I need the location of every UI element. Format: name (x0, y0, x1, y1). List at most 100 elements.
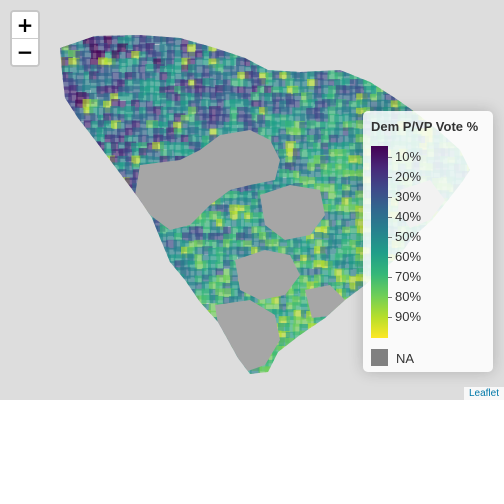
precinct-cell[interactable] (412, 100, 424, 110)
precinct-cell[interactable] (467, 86, 477, 97)
precinct-cell[interactable] (223, 288, 235, 298)
precinct-cell[interactable] (61, 240, 73, 249)
precinct-cell[interactable] (188, 134, 200, 147)
precinct-cell[interactable] (355, 190, 367, 201)
precinct-cell[interactable] (174, 338, 186, 347)
precinct-cell[interactable] (216, 239, 227, 252)
precinct-cell[interactable] (306, 85, 319, 95)
precinct-cell[interactable] (61, 86, 71, 97)
precinct-cell[interactable] (467, 99, 478, 112)
precinct-cell[interactable] (159, 135, 171, 146)
precinct-cell[interactable] (349, 240, 360, 250)
precinct-cell[interactable] (314, 113, 325, 123)
precinct-cell[interactable] (271, 239, 281, 251)
precinct-cell[interactable] (460, 51, 473, 62)
precinct-cell[interactable] (306, 345, 316, 354)
precinct-cell[interactable] (335, 288, 347, 300)
precinct-cell[interactable] (335, 372, 347, 382)
precinct-cell[interactable] (90, 219, 101, 228)
precinct-cell[interactable] (397, 100, 407, 109)
precinct-cell[interactable] (327, 170, 338, 181)
precinct-cell[interactable] (61, 345, 72, 355)
precinct-cell[interactable] (391, 86, 401, 99)
precinct-cell[interactable] (104, 78, 114, 88)
precinct-cell[interactable] (286, 352, 297, 362)
precinct-cell[interactable] (314, 100, 325, 112)
precinct-cell[interactable] (104, 338, 114, 349)
precinct-cell[interactable] (328, 373, 340, 382)
precinct-cell[interactable] (110, 44, 122, 55)
precinct-cell[interactable] (209, 211, 222, 223)
precinct-cell[interactable] (146, 296, 159, 306)
precinct-cell[interactable] (54, 337, 63, 348)
precinct-cell[interactable] (187, 127, 199, 136)
precinct-cell[interactable] (97, 261, 109, 274)
precinct-cell[interactable] (55, 92, 64, 104)
precinct-cell[interactable] (306, 128, 319, 141)
precinct-cell[interactable] (76, 156, 86, 169)
precinct-cell[interactable] (286, 302, 297, 313)
precinct-cell[interactable] (306, 141, 317, 153)
precinct-cell[interactable] (187, 365, 199, 375)
precinct-cell[interactable] (82, 36, 94, 48)
precinct-cell[interactable] (152, 121, 163, 134)
precinct-cell[interactable] (412, 86, 421, 97)
precinct-cell[interactable] (188, 309, 200, 320)
precinct-cell[interactable] (328, 134, 338, 146)
precinct-cell[interactable] (104, 142, 116, 154)
precinct-cell[interactable] (362, 373, 374, 382)
precinct-cell[interactable] (131, 120, 141, 132)
precinct-cell[interactable] (68, 330, 78, 342)
precinct-cell[interactable] (76, 317, 87, 330)
precinct-cell[interactable] (202, 239, 213, 252)
precinct-cell[interactable] (341, 331, 351, 342)
precinct-cell[interactable] (174, 246, 184, 259)
precinct-cell[interactable] (153, 86, 165, 96)
precinct-cell[interactable] (187, 281, 197, 294)
precinct-cell[interactable] (188, 51, 198, 61)
precinct-cell[interactable] (348, 120, 358, 130)
precinct-cell[interactable] (222, 296, 235, 307)
precinct-cell[interactable] (223, 211, 233, 221)
precinct-cell[interactable] (82, 282, 91, 294)
precinct-cell[interactable] (384, 43, 393, 55)
precinct-cell[interactable] (335, 345, 345, 354)
precinct-cell[interactable] (335, 163, 346, 175)
precinct-cell[interactable] (468, 57, 479, 67)
precinct-cell[interactable] (110, 295, 121, 305)
precinct-cell[interactable] (341, 163, 353, 175)
precinct-cell[interactable] (320, 246, 331, 259)
precinct-cell[interactable] (432, 100, 444, 112)
precinct-cell[interactable] (118, 148, 128, 159)
precinct-cell[interactable] (110, 134, 121, 144)
precinct-cell[interactable] (118, 372, 129, 382)
precinct-cell[interactable] (194, 246, 205, 256)
precinct-cell[interactable] (418, 71, 429, 83)
precinct-cell[interactable] (223, 366, 235, 375)
precinct-cell[interactable] (279, 169, 290, 178)
precinct-cell[interactable] (138, 281, 148, 290)
precinct-cell[interactable] (55, 261, 65, 271)
precinct-cell[interactable] (97, 351, 109, 361)
precinct-cell[interactable] (54, 141, 65, 153)
precinct-cell[interactable] (216, 358, 229, 367)
precinct-cell[interactable] (265, 79, 274, 88)
precinct-cell[interactable] (257, 373, 267, 383)
precinct-cell[interactable] (307, 373, 318, 384)
precinct-cell[interactable] (55, 198, 66, 207)
precinct-cell[interactable] (467, 79, 480, 91)
precinct-cell[interactable] (264, 177, 275, 189)
precinct-cell[interactable] (166, 316, 177, 328)
precinct-cell[interactable] (208, 30, 218, 38)
precinct-cell[interactable] (320, 128, 331, 140)
precinct-cell[interactable] (160, 275, 170, 284)
precinct-cell[interactable] (320, 267, 332, 277)
precinct-cell[interactable] (257, 184, 270, 194)
precinct-cell[interactable] (104, 296, 116, 308)
precinct-cell[interactable] (96, 324, 108, 334)
precinct-cell[interactable] (307, 78, 318, 90)
precinct-cell[interactable] (320, 72, 330, 81)
precinct-cell[interactable] (418, 99, 431, 112)
precinct-cell[interactable] (279, 30, 289, 42)
precinct-cell[interactable] (229, 267, 239, 277)
